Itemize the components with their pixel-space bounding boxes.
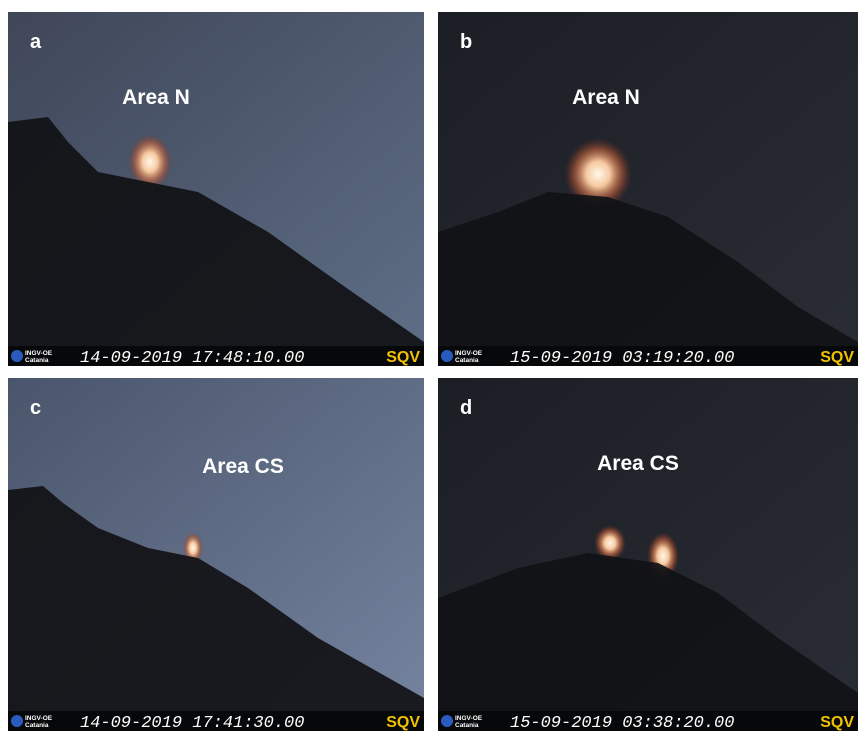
logo-text: INGV-OE <box>455 350 483 357</box>
caption-bar <box>8 711 424 731</box>
caption-bar <box>8 346 424 366</box>
panel-letter: b <box>460 31 472 53</box>
eruption-glow <box>128 134 172 190</box>
caption-bar <box>438 346 858 366</box>
timestamp: 14-09-2019 17:48:10.00 <box>80 349 304 368</box>
timestamp: 15-09-2019 03:19:20.00 <box>510 349 734 368</box>
area-label: Area N <box>122 86 190 109</box>
area-label: Area CS <box>597 452 679 475</box>
logo-icon <box>441 350 453 362</box>
timestamp: 14-09-2019 17:41:30.00 <box>80 714 304 733</box>
logo-text: INGV-OE <box>25 350 53 357</box>
logo-icon <box>11 350 23 362</box>
logo-subtext: Catania <box>25 357 49 364</box>
logo-icon <box>441 715 453 727</box>
eruption-glow <box>564 138 632 210</box>
station-code: SQV <box>386 349 420 366</box>
station-code: SQV <box>820 349 854 366</box>
logo-icon <box>11 715 23 727</box>
volcano-silhouette <box>438 192 858 346</box>
panel-letter: a <box>30 31 42 53</box>
station-code: SQV <box>820 714 854 731</box>
volcano-silhouette <box>8 117 424 346</box>
volcano-silhouette <box>438 553 858 711</box>
logo-text: INGV-OE <box>455 715 483 722</box>
area-label: Area CS <box>202 455 284 478</box>
eruption-glow <box>594 525 626 561</box>
timestamp: 15-09-2019 03:38:20.00 <box>510 714 734 733</box>
logo-subtext: Catania <box>455 357 479 364</box>
logo-subtext: Catania <box>25 722 49 729</box>
area-label: Area N <box>572 86 640 109</box>
panel-letter: d <box>460 397 472 419</box>
volcano-silhouette <box>8 486 424 711</box>
caption-bar <box>438 711 858 731</box>
logo-subtext: Catania <box>455 722 479 729</box>
station-code: SQV <box>386 714 420 731</box>
panel-letter: c <box>30 397 41 419</box>
logo-text: INGV-OE <box>25 715 53 722</box>
